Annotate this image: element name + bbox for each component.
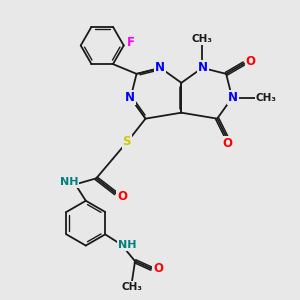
Text: NH: NH xyxy=(59,177,78,187)
Text: O: O xyxy=(223,136,232,150)
Text: F: F xyxy=(127,36,135,49)
Text: N: N xyxy=(198,61,208,74)
Text: N: N xyxy=(155,61,165,74)
Text: CH₃: CH₃ xyxy=(192,34,213,44)
Text: CH₃: CH₃ xyxy=(122,282,142,292)
Text: N: N xyxy=(228,91,238,104)
Text: O: O xyxy=(117,190,127,203)
Text: S: S xyxy=(122,135,131,148)
Text: O: O xyxy=(153,262,163,275)
Text: O: O xyxy=(246,56,256,68)
Text: NH: NH xyxy=(118,240,136,250)
Text: CH₃: CH₃ xyxy=(256,93,277,103)
Text: N: N xyxy=(125,91,135,104)
